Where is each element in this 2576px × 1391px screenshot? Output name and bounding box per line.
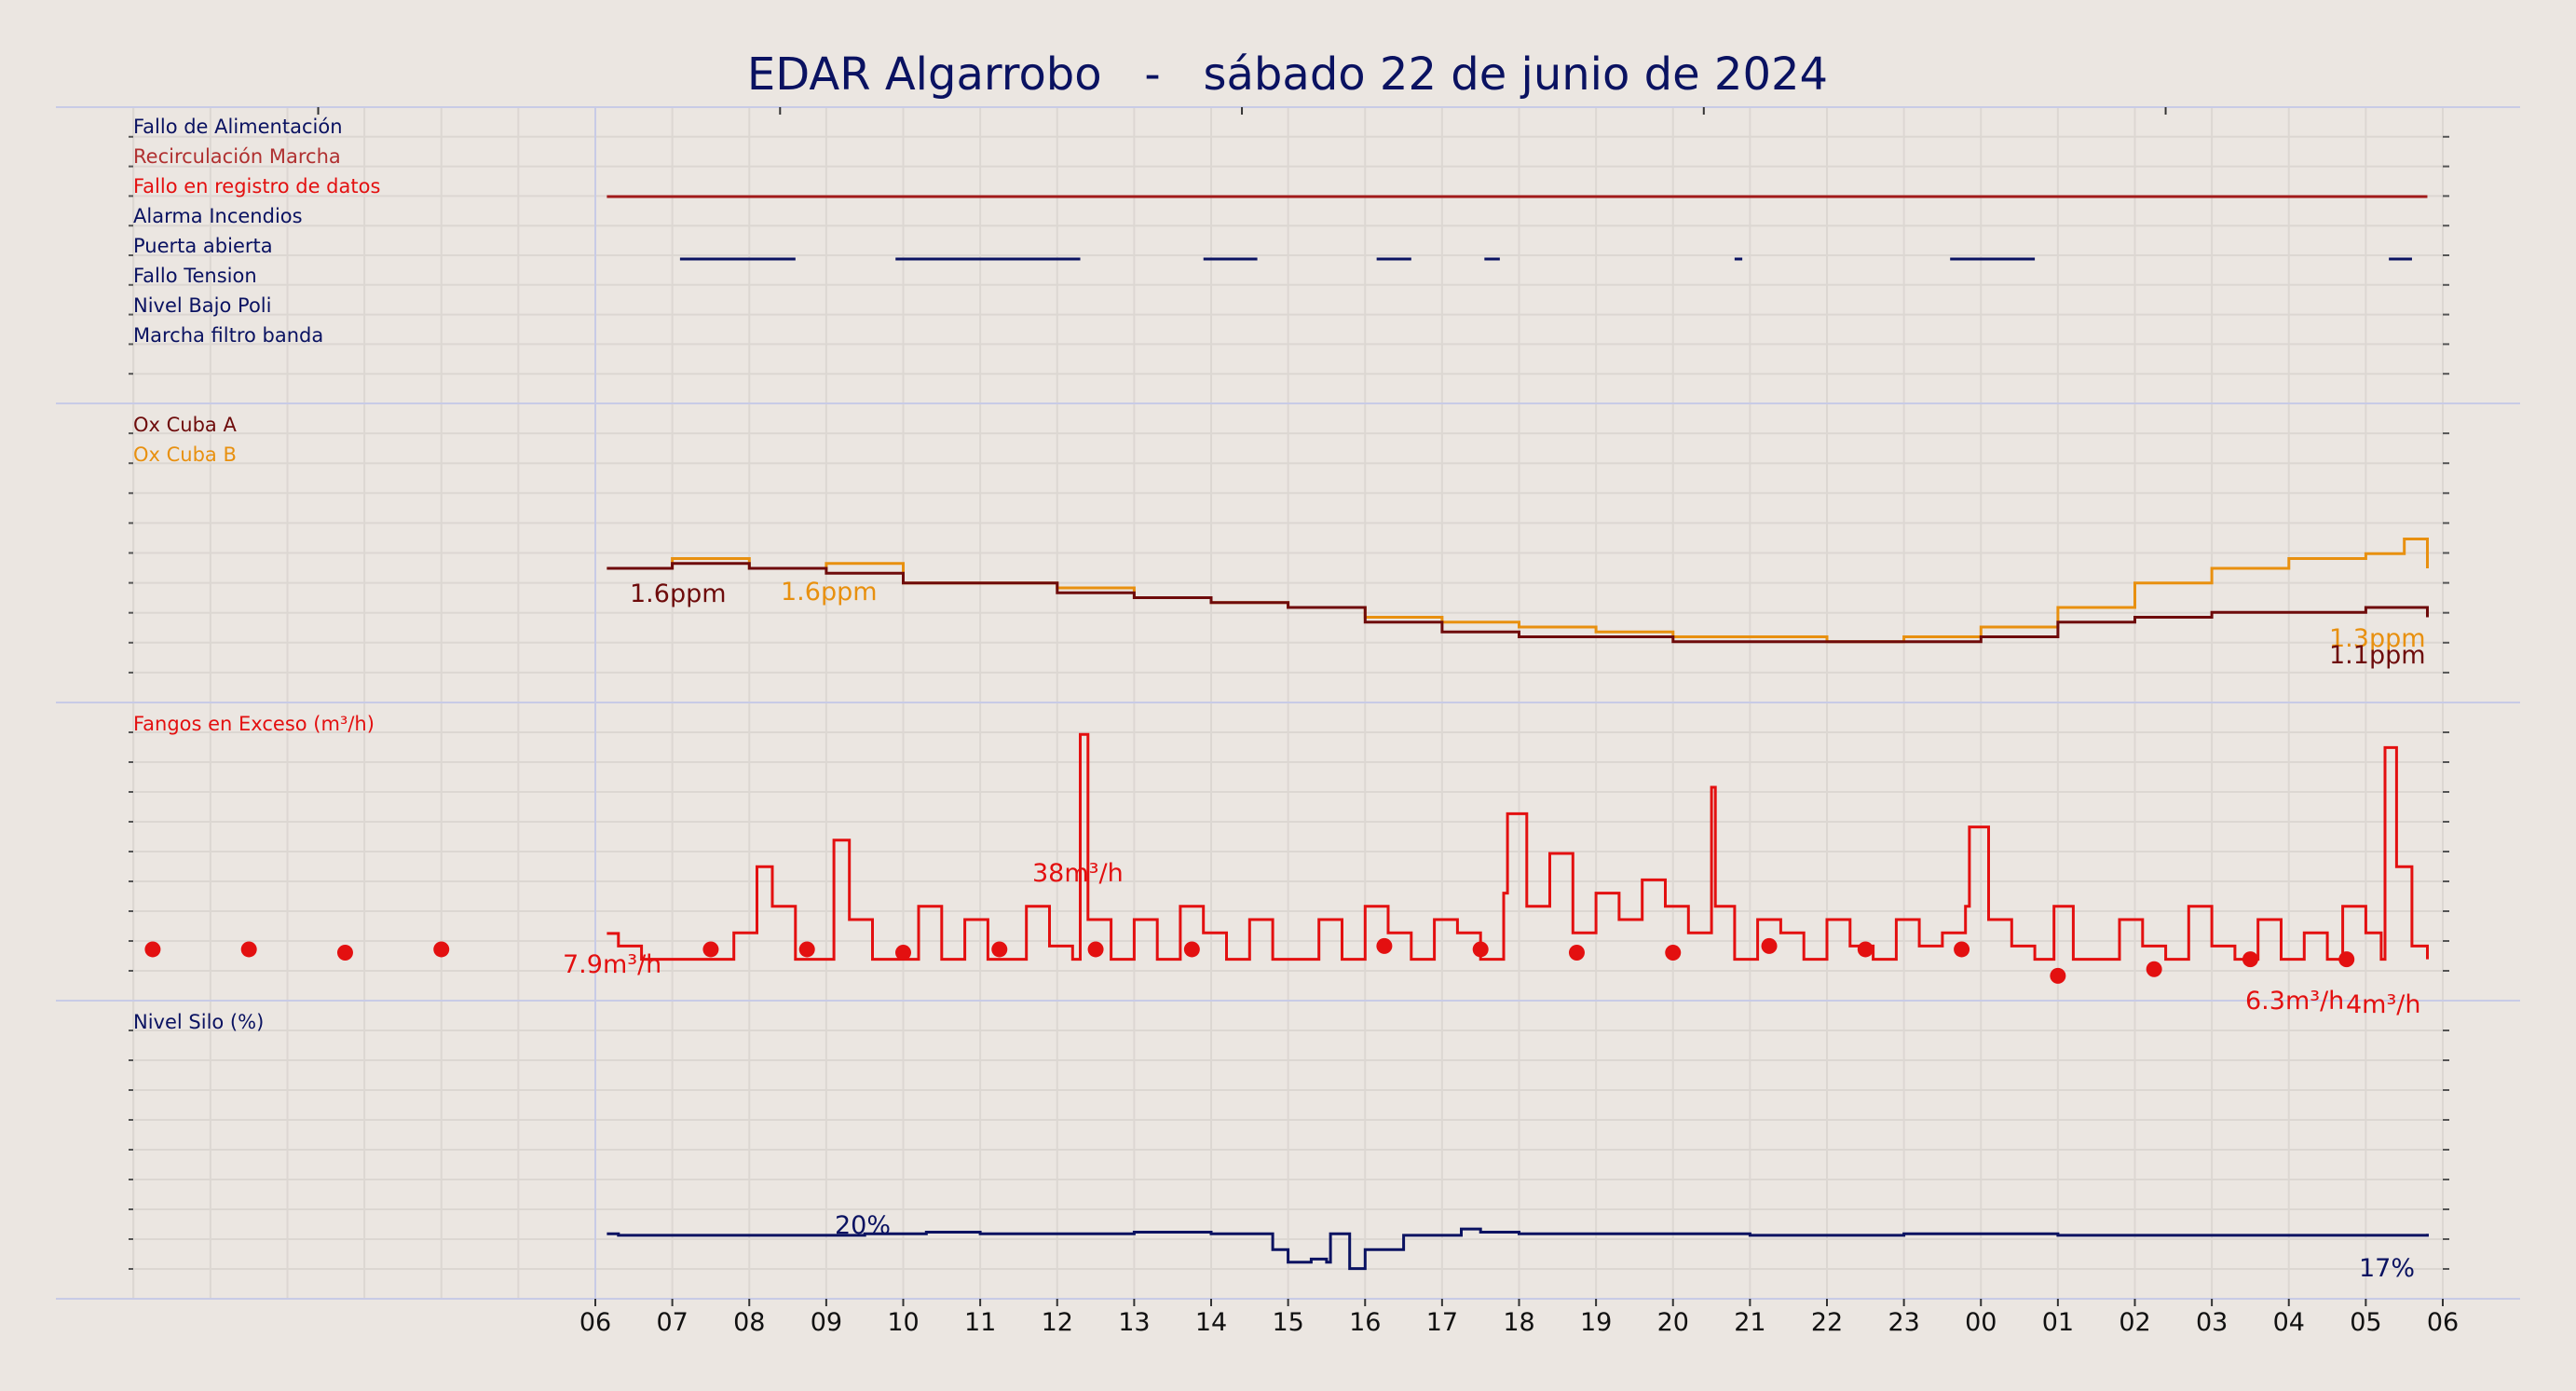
x-tick-label: 06 [2427,1308,2459,1337]
x-tick-label: 15 [1272,1308,1303,1337]
sludge-marker-dot [2146,961,2162,977]
value-annotation: 7.9m³/h [563,950,661,979]
x-tick-label: 05 [2350,1308,2381,1337]
x-tick-label: 00 [1965,1308,1997,1337]
x-tick-label: 22 [1811,1308,1843,1337]
event-legend-label: Puerta abierta [133,235,273,257]
x-tick-label: 14 [1195,1308,1227,1337]
series-layer [144,195,2429,1271]
series-legend-label: Ox Cuba A [133,414,237,436]
event-legend-label: Fallo Tension [133,265,257,287]
sludge-marker-dot [2242,951,2258,968]
label-layer: 06 07 08 09 10 11 12 13 14 15 16 17 18 19 20 21 22 23 00 01… [133,116,2459,1337]
grid-layer [56,106,2520,1306]
event-legend-label: Nivel Bajo Poli [133,294,271,317]
value-annotation: 1.6ppm [630,580,727,608]
series-line-fangos [607,732,2429,961]
value-annotation: 1.1ppm [2329,641,2426,670]
chart-title: EDAR Algarrobo - sábado 22 de junio de 2… [747,48,1828,101]
sludge-marker-dot [144,941,161,958]
x-tick-label: 06 [579,1308,611,1337]
x-tick-label: 17 [1426,1308,1458,1337]
value-annotation: 1.3ppm [2329,624,2426,653]
event-legend-label: Fallo de Alimentación [133,116,343,138]
sludge-marker-dot [702,941,719,958]
sludge-marker-dot [1472,941,1489,958]
x-tick-label: 23 [1888,1308,1919,1337]
sludge-marker-dot [240,941,257,958]
x-tick-label: 03 [2196,1308,2228,1337]
event-legend-label: Recirculación Marcha [133,145,341,168]
value-annotation: 17% [2359,1254,2415,1283]
x-tick-label: 11 [964,1308,996,1337]
x-tick-label: 02 [2119,1308,2150,1337]
series-legend-label: Nivel Silo (%) [133,1011,264,1033]
series-legend-label: Fangos en Exceso (m³/h) [133,713,375,735]
x-tick-label: 10 [887,1308,919,1337]
x-tick-label: 16 [1349,1308,1381,1337]
series-legend-label: Ox Cuba B [133,443,237,466]
value-annotation: 20% [835,1211,891,1240]
x-tick-label: 18 [1503,1308,1534,1337]
event-legend-label: Marcha filtro banda [133,324,323,347]
sludge-marker-dot [336,945,353,961]
value-annotation: 1.6ppm [781,578,878,607]
value-annotation: 6.3m³/h [2245,987,2344,1016]
series-line-nivel-silo [607,1227,2429,1271]
x-tick-label: 19 [1580,1308,1612,1337]
sludge-marker-dot [2338,951,2355,968]
sludge-marker-dot [433,941,450,958]
sludge-marker-dot [1761,937,1778,954]
sludge-marker-dot [895,945,911,961]
event-legend-label: Fallo en registro de datos [133,175,380,198]
sludge-marker-dot [1954,941,1970,958]
sludge-marker-dot [2050,967,2066,984]
value-annotation: 4m³/h [2346,990,2421,1019]
sludge-marker-dot [1857,941,1874,958]
sludge-marker-dot [798,941,815,958]
sludge-marker-dot [991,941,1008,958]
x-tick-label: 13 [1118,1308,1150,1337]
x-tick-label: 07 [656,1308,688,1337]
sludge-marker-dot [1665,945,1682,961]
x-tick-label: 21 [1734,1308,1765,1337]
x-tick-label: 20 [1657,1308,1689,1337]
x-tick-label: 09 [811,1308,842,1337]
event-legend-label: Alarma Incendios [133,205,303,227]
x-tick-label: 12 [1042,1308,1073,1337]
sludge-marker-dot [1568,945,1585,961]
x-tick-label: 08 [733,1308,765,1337]
x-tick-label: 01 [2042,1308,2074,1337]
sludge-marker-dot [1376,937,1393,954]
x-tick-label: 04 [2273,1308,2305,1337]
sludge-marker-dot [1183,941,1200,958]
value-annotation: 38m³/h [1032,859,1124,888]
sludge-marker-dot [1087,941,1104,958]
series-line-ox-cuba-a [607,562,2429,644]
